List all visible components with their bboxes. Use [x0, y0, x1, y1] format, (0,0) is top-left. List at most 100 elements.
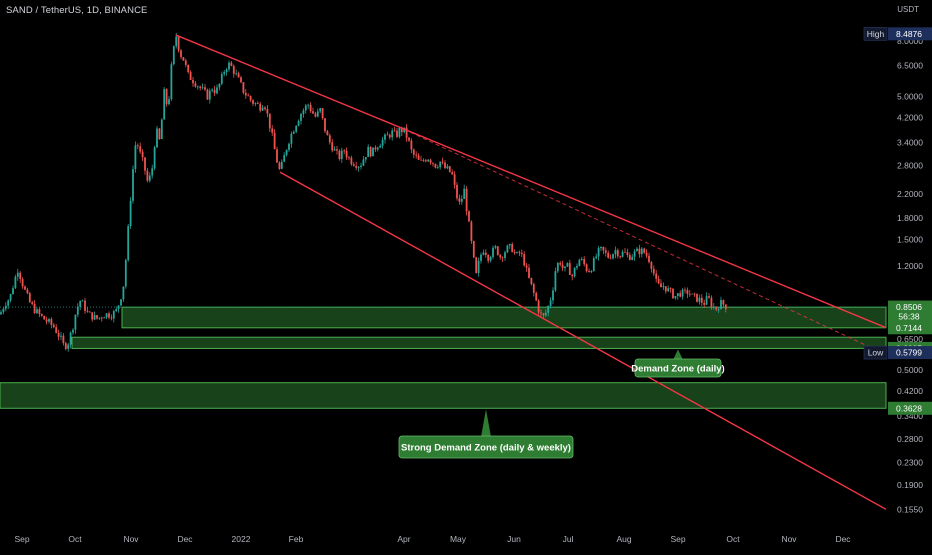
candle-body: [343, 150, 346, 152]
candle-body: [607, 252, 610, 258]
candle-body: [362, 159, 365, 166]
candle-body: [722, 300, 725, 305]
candle-body: [64, 343, 67, 349]
candle-body: [720, 300, 722, 310]
candle-body: [717, 309, 720, 310]
candle-body: [81, 300, 84, 302]
candle-body: [268, 113, 271, 129]
candle-body: [412, 149, 415, 155]
candle-body: [700, 297, 703, 303]
candle-body: [640, 248, 643, 255]
candle-body: [264, 107, 266, 109]
candle-body: [160, 119, 163, 140]
tag-label: High: [867, 29, 885, 39]
candle-body: [472, 241, 475, 258]
x-tick-label: Jul: [563, 534, 574, 544]
candle-body: [273, 132, 276, 150]
candle-body: [103, 317, 106, 319]
candle-body: [379, 145, 382, 148]
candle-body: [79, 300, 82, 307]
tag-label-box: [863, 27, 888, 41]
candle-body: [453, 174, 456, 185]
candle-body: [280, 161, 283, 169]
candle-body: [172, 46, 175, 65]
candle-body: [45, 319, 48, 322]
candle-body: [614, 250, 617, 255]
candle-body: [244, 92, 247, 96]
candle-body: [482, 252, 485, 255]
candle-body: [468, 211, 470, 222]
candle-body: [199, 86, 202, 88]
candle-body: [715, 306, 718, 310]
candle-body: [345, 150, 348, 158]
candle-body: [300, 113, 302, 121]
candle-body: [288, 143, 290, 150]
candle-body: [328, 135, 331, 143]
price-tag: 0.7144: [888, 321, 932, 335]
callout-label: Demand Zone (daily): [631, 364, 724, 375]
candle-body: [446, 166, 449, 169]
candle-body: [528, 267, 530, 278]
candle-body: [458, 198, 461, 202]
candle-body: [76, 306, 79, 315]
tag-value-box: [888, 401, 932, 415]
trendline-extension: [403, 128, 887, 356]
x-tick-label: Oct: [726, 534, 740, 544]
candle-body: [146, 170, 149, 181]
candle-body: [348, 157, 350, 159]
candle-body: [672, 288, 674, 299]
candle-body: [230, 62, 233, 66]
candle-body: [643, 248, 646, 253]
tag-value-box: [888, 27, 932, 41]
candle-body: [523, 254, 526, 266]
candle-body: [115, 309, 118, 312]
candle-body: [314, 113, 317, 117]
candle-body: [93, 315, 96, 320]
candle-body: [168, 99, 170, 105]
candle-body: [434, 163, 437, 168]
candle-body: [564, 266, 566, 269]
candle-body: [592, 258, 595, 271]
candle-body: [338, 150, 341, 160]
candle-body: [650, 262, 653, 269]
candle-body: [710, 297, 713, 308]
candle-body: [297, 120, 300, 126]
candle-body: [271, 128, 274, 133]
tag-countdown: 56:38: [898, 312, 920, 322]
candle-body: [192, 79, 194, 84]
candle-body: [460, 198, 463, 202]
candle-body: [724, 304, 727, 309]
candle-body: [369, 146, 372, 157]
candle-body: [568, 263, 571, 275]
candle-body: [576, 266, 578, 268]
candle-body: [163, 89, 166, 120]
candle-body: [532, 284, 535, 293]
candle-body: [429, 159, 432, 163]
candle-body: [494, 246, 497, 248]
tag-label-box: [863, 345, 888, 360]
candle-body: [182, 57, 185, 61]
candle-body: [74, 314, 77, 330]
candle-body: [252, 100, 254, 104]
candle-body: [355, 165, 358, 168]
demand-zone: [0, 382, 887, 409]
candle-body: [50, 319, 53, 325]
candle-body: [537, 300, 540, 313]
candle-body: [424, 160, 427, 162]
candle-body: [201, 87, 204, 89]
candle-body: [100, 317, 103, 319]
candle-body: [194, 83, 197, 87]
candle-body: [33, 303, 36, 314]
candle-body: [69, 332, 72, 345]
candle-body: [187, 64, 190, 72]
demand-zone: [71, 336, 887, 349]
candle-body: [398, 127, 401, 137]
candle-body: [441, 161, 444, 163]
candle-body: [352, 164, 355, 166]
x-tick-label: Aug: [616, 534, 631, 544]
candle-body: [638, 248, 641, 255]
x-axis: Sep Oct Nov Dec 2022 Feb Apr May Jun Jul Aug Sep Oct…: [14, 534, 851, 544]
x-tick-label: Dec: [177, 534, 193, 544]
